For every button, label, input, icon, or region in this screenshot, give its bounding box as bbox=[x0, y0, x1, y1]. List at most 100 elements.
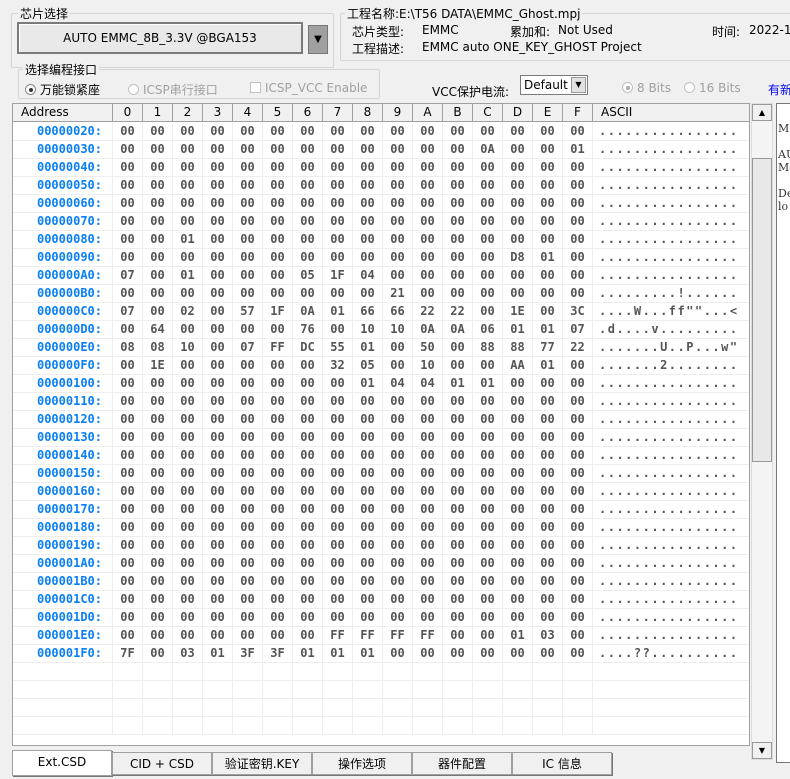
byte-cell[interactable]: 00 bbox=[533, 555, 563, 573]
byte-cell[interactable]: 00 bbox=[473, 519, 503, 537]
byte-cell[interactable]: 01 bbox=[323, 645, 353, 663]
byte-cell[interactable]: 00 bbox=[143, 195, 173, 213]
byte-cell[interactable]: 00 bbox=[203, 267, 233, 285]
empty-cell[interactable] bbox=[383, 699, 413, 717]
tab-3[interactable]: 操作选项 bbox=[312, 752, 412, 775]
byte-cell[interactable]: 00 bbox=[233, 609, 263, 627]
byte-cell[interactable]: 00 bbox=[443, 123, 473, 141]
byte-cell[interactable]: 00 bbox=[233, 573, 263, 591]
byte-cell[interactable]: 00 bbox=[413, 141, 443, 159]
byte-cell[interactable]: 00 bbox=[293, 159, 323, 177]
byte-cell[interactable]: 00 bbox=[443, 285, 473, 303]
byte-cell[interactable]: 00 bbox=[533, 537, 563, 555]
byte-cell[interactable]: 0A bbox=[293, 303, 323, 321]
byte-cell[interactable]: 00 bbox=[293, 357, 323, 375]
byte-cell[interactable]: 00 bbox=[443, 141, 473, 159]
byte-cell[interactable]: 00 bbox=[413, 609, 443, 627]
byte-cell[interactable]: 00 bbox=[233, 465, 263, 483]
byte-cell[interactable]: 00 bbox=[263, 537, 293, 555]
byte-cell[interactable]: 00 bbox=[293, 249, 323, 267]
byte-cell[interactable]: 00 bbox=[233, 555, 263, 573]
empty-cell[interactable] bbox=[503, 663, 533, 681]
byte-cell[interactable]: 00 bbox=[503, 555, 533, 573]
byte-cell[interactable]: 00 bbox=[473, 285, 503, 303]
byte-cell[interactable]: 00 bbox=[263, 321, 293, 339]
byte-cell[interactable]: 00 bbox=[113, 285, 143, 303]
byte-cell[interactable]: 00 bbox=[383, 267, 413, 285]
empty-cell[interactable] bbox=[263, 681, 293, 699]
byte-cell[interactable]: 00 bbox=[263, 555, 293, 573]
byte-cell[interactable]: 00 bbox=[473, 483, 503, 501]
byte-cell[interactable]: 00 bbox=[413, 429, 443, 447]
byte-cell[interactable]: 00 bbox=[143, 627, 173, 645]
byte-cell[interactable]: 00 bbox=[443, 159, 473, 177]
byte-cell[interactable]: 00 bbox=[233, 519, 263, 537]
byte-cell[interactable]: 05 bbox=[353, 357, 383, 375]
byte-cell[interactable]: 00 bbox=[533, 645, 563, 663]
empty-cell[interactable] bbox=[113, 699, 143, 717]
byte-cell[interactable]: 00 bbox=[143, 465, 173, 483]
byte-cell[interactable]: 00 bbox=[113, 465, 143, 483]
byte-cell[interactable]: 00 bbox=[353, 555, 383, 573]
byte-cell[interactable]: 00 bbox=[173, 627, 203, 645]
byte-cell[interactable]: 3F bbox=[263, 645, 293, 663]
byte-cell[interactable]: 00 bbox=[533, 501, 563, 519]
icsp-vcc-checkbox[interactable]: ICSP_VCC Enable bbox=[250, 81, 367, 95]
byte-cell[interactable]: 00 bbox=[293, 627, 323, 645]
byte-cell[interactable]: FF bbox=[353, 627, 383, 645]
empty-cell[interactable] bbox=[203, 681, 233, 699]
byte-cell[interactable]: 3F bbox=[233, 645, 263, 663]
byte-cell[interactable]: 00 bbox=[203, 411, 233, 429]
byte-cell[interactable]: 00 bbox=[323, 609, 353, 627]
empty-cell[interactable] bbox=[233, 681, 263, 699]
empty-cell[interactable] bbox=[353, 717, 383, 735]
empty-cell[interactable] bbox=[413, 681, 443, 699]
byte-cell[interactable]: 00 bbox=[143, 177, 173, 195]
empty-cell[interactable] bbox=[563, 717, 593, 735]
byte-cell[interactable]: 00 bbox=[293, 285, 323, 303]
empty-cell[interactable] bbox=[293, 681, 323, 699]
byte-cell[interactable]: 00 bbox=[473, 609, 503, 627]
byte-cell[interactable]: 1E bbox=[143, 357, 173, 375]
byte-cell[interactable]: 00 bbox=[413, 231, 443, 249]
byte-cell[interactable]: 00 bbox=[323, 519, 353, 537]
byte-cell[interactable]: 00 bbox=[473, 159, 503, 177]
byte-cell[interactable]: 00 bbox=[563, 627, 593, 645]
byte-cell[interactable]: 00 bbox=[113, 411, 143, 429]
byte-cell[interactable]: 00 bbox=[173, 537, 203, 555]
empty-cell[interactable] bbox=[203, 663, 233, 681]
byte-cell[interactable]: 00 bbox=[353, 465, 383, 483]
empty-cell[interactable] bbox=[533, 663, 563, 681]
byte-cell[interactable]: 00 bbox=[443, 267, 473, 285]
byte-cell[interactable]: 00 bbox=[473, 123, 503, 141]
byte-cell[interactable]: 00 bbox=[473, 465, 503, 483]
byte-cell[interactable]: 00 bbox=[473, 501, 503, 519]
empty-cell[interactable] bbox=[293, 663, 323, 681]
byte-cell[interactable]: 00 bbox=[203, 591, 233, 609]
byte-cell[interactable]: 00 bbox=[383, 519, 413, 537]
empty-cell[interactable] bbox=[173, 717, 203, 735]
column-header[interactable]: Address bbox=[13, 104, 113, 122]
byte-cell[interactable]: 00 bbox=[443, 591, 473, 609]
byte-cell[interactable]: 00 bbox=[503, 177, 533, 195]
byte-cell[interactable]: 00 bbox=[443, 465, 473, 483]
vcc-select[interactable]: Default ▼ bbox=[520, 75, 588, 95]
byte-cell[interactable]: 00 bbox=[503, 195, 533, 213]
byte-cell[interactable]: 00 bbox=[533, 411, 563, 429]
byte-cell[interactable]: 00 bbox=[413, 267, 443, 285]
scroll-up-icon[interactable]: ▲ bbox=[752, 104, 772, 121]
byte-cell[interactable]: FF bbox=[413, 627, 443, 645]
byte-cell[interactable]: 00 bbox=[173, 249, 203, 267]
byte-cell[interactable]: 00 bbox=[353, 285, 383, 303]
empty-cell[interactable] bbox=[143, 717, 173, 735]
byte-cell[interactable]: 00 bbox=[533, 375, 563, 393]
byte-cell[interactable]: 00 bbox=[533, 213, 563, 231]
byte-cell[interactable]: 00 bbox=[173, 519, 203, 537]
byte-cell[interactable]: 00 bbox=[533, 303, 563, 321]
byte-cell[interactable]: 00 bbox=[563, 267, 593, 285]
byte-cell[interactable]: 00 bbox=[143, 573, 173, 591]
byte-cell[interactable]: 00 bbox=[173, 375, 203, 393]
byte-cell[interactable]: 00 bbox=[203, 177, 233, 195]
byte-cell[interactable]: 00 bbox=[323, 177, 353, 195]
byte-cell[interactable]: 00 bbox=[473, 645, 503, 663]
